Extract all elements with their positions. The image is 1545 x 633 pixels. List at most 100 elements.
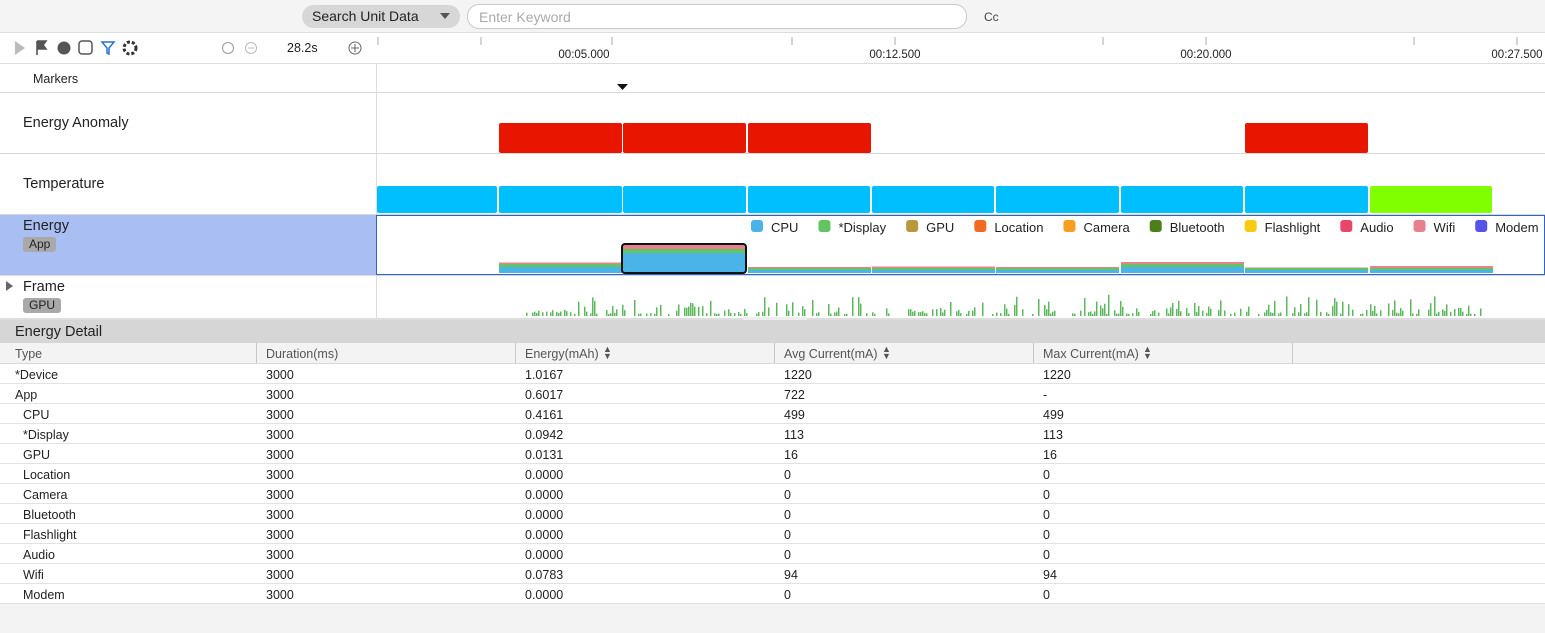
search-unit-dropdown[interactable]: Search Unit Data bbox=[302, 5, 460, 28]
legend-label: Camera bbox=[1083, 220, 1130, 235]
table-row[interactable] bbox=[0, 544, 1545, 564]
table-cell: 94 bbox=[1043, 568, 1057, 582]
temperature-block bbox=[1370, 186, 1492, 213]
play-icon[interactable] bbox=[15, 41, 25, 55]
table-cell: Camera bbox=[23, 488, 68, 502]
zoom-in[interactable] bbox=[348, 41, 362, 55]
column-separator bbox=[774, 343, 775, 363]
table-row[interactable] bbox=[0, 584, 1545, 604]
frame-spike bbox=[940, 307, 942, 316]
temperature-block bbox=[623, 186, 746, 213]
table-cell: 0 bbox=[1043, 528, 1050, 542]
track-label[interactable]: Temperature bbox=[23, 176, 105, 192]
frame-spike bbox=[668, 313, 670, 316]
frame-spike bbox=[614, 312, 616, 316]
detail-table: Type Duration(ms) Energy(mAh) ▲ ▼ Avg Current… bbox=[0, 343, 1545, 633]
expand-arrow[interactable] bbox=[6, 281, 14, 291]
frame-spike bbox=[1210, 308, 1212, 316]
frame-spike bbox=[550, 312, 552, 316]
column-header[interactable]: Max Current(mA) bbox=[1043, 347, 1139, 361]
frame-spike bbox=[560, 311, 562, 316]
zoom-out[interactable] bbox=[245, 42, 257, 54]
track-label[interactable]: Energy Anomaly bbox=[23, 115, 129, 131]
frame-spike bbox=[1022, 309, 1024, 316]
frame-spike bbox=[924, 313, 926, 316]
table-cell: App bbox=[15, 388, 38, 402]
settings-icon[interactable] bbox=[122, 40, 138, 56]
table-cell: GPU bbox=[23, 448, 51, 462]
frame-spike bbox=[1388, 303, 1390, 316]
column-header[interactable]: Energy(mAh) bbox=[525, 347, 599, 361]
legend-swatch bbox=[1475, 220, 1488, 232]
frame-spike bbox=[1046, 309, 1048, 316]
frame-spike bbox=[640, 313, 642, 316]
sort-icon: ▲ ▼ bbox=[603, 344, 612, 361]
frame-spike bbox=[1170, 307, 1172, 316]
frame-spike bbox=[1292, 313, 1294, 316]
detail-title: Energy Detail bbox=[15, 324, 103, 340]
frame-spike bbox=[1332, 306, 1334, 316]
frame-spike bbox=[1470, 313, 1472, 316]
flag-icon[interactable] bbox=[36, 40, 48, 55]
table-cell: 0.0000 bbox=[525, 508, 564, 522]
filter-icon[interactable] bbox=[100, 41, 116, 56]
table-cell: 1220 bbox=[1043, 368, 1071, 382]
table-row[interactable] bbox=[0, 424, 1545, 444]
column-separator bbox=[515, 343, 516, 363]
legend-label: GPU bbox=[926, 220, 954, 235]
frame-spike bbox=[1428, 309, 1430, 316]
track-label[interactable]: Frame bbox=[23, 279, 65, 295]
legend-swatch bbox=[906, 220, 919, 232]
frame-spike bbox=[1278, 313, 1280, 316]
frame-spike bbox=[1102, 308, 1104, 316]
frame-spike bbox=[888, 313, 890, 316]
frame-spike bbox=[844, 313, 846, 316]
energy-segment bbox=[1245, 268, 1368, 270]
track-label[interactable]: Energy bbox=[23, 218, 69, 234]
reset-zoom[interactable] bbox=[222, 42, 234, 54]
energy-segment bbox=[499, 264, 622, 267]
frame-spike bbox=[1474, 313, 1476, 316]
frame-spike bbox=[1128, 313, 1130, 316]
frame-spike bbox=[1360, 313, 1362, 316]
track-divider bbox=[376, 64, 377, 318]
frame-spike bbox=[1138, 311, 1140, 316]
frame-spike bbox=[846, 313, 848, 316]
frame-spike bbox=[1430, 303, 1432, 316]
table-row[interactable] bbox=[0, 444, 1545, 464]
frame-spike bbox=[918, 312, 920, 316]
frame-spike bbox=[886, 308, 888, 316]
frame-spike bbox=[1266, 310, 1268, 316]
legend-label: Flashlight bbox=[1265, 220, 1321, 235]
table-row[interactable] bbox=[0, 504, 1545, 524]
legend-swatch bbox=[751, 220, 763, 232]
table-row[interactable] bbox=[0, 384, 1545, 404]
energy-segment bbox=[1370, 268, 1493, 270]
marker-icon[interactable] bbox=[57, 41, 71, 55]
frame-spike bbox=[834, 312, 836, 316]
frame-spike bbox=[1454, 309, 1456, 316]
temperature-block bbox=[748, 186, 870, 213]
keyword-input[interactable]: Enter Keyword bbox=[467, 4, 967, 29]
table-row[interactable] bbox=[0, 524, 1545, 544]
dropdown-label: Search Unit Data bbox=[312, 8, 419, 24]
frame-spike bbox=[690, 302, 692, 316]
frame-spike bbox=[1274, 300, 1276, 316]
track-label[interactable]: Markers bbox=[33, 72, 79, 86]
table-cell: Audio bbox=[23, 548, 55, 562]
table-row[interactable] bbox=[0, 564, 1545, 584]
table-row[interactable] bbox=[0, 364, 1545, 384]
table-cell: 3000 bbox=[266, 448, 294, 462]
column-header[interactable]: Avg Current(mA) bbox=[784, 347, 878, 361]
frame-spike bbox=[1150, 313, 1152, 316]
table-row[interactable] bbox=[0, 404, 1545, 424]
table-row[interactable] bbox=[0, 464, 1545, 484]
frame-spike bbox=[1166, 308, 1168, 316]
frame-spike bbox=[526, 312, 528, 316]
case-toggle[interactable]: Cc bbox=[984, 10, 999, 24]
table-cell: 113 bbox=[784, 428, 804, 442]
table-row[interactable] bbox=[0, 484, 1545, 504]
capture-icon[interactable] bbox=[78, 40, 93, 55]
frame-spike bbox=[966, 313, 968, 316]
frame-spike bbox=[1054, 310, 1056, 316]
